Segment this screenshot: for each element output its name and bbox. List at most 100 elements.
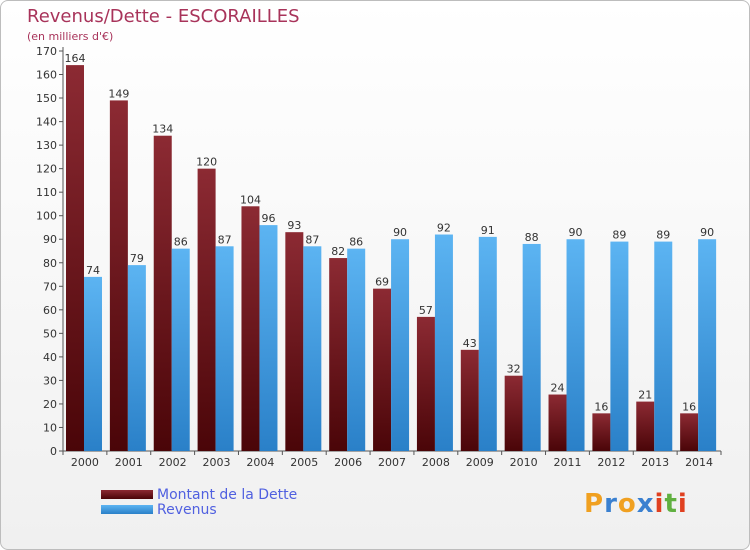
bar-debt [504,375,523,451]
data-label-revenue: 74 [86,264,100,277]
x-tick-label: 2003 [203,456,231,469]
data-label-debt: 57 [419,304,433,317]
y-tick-label: 20 [43,398,57,411]
data-label-debt: 104 [240,193,261,206]
legend-label-debt: Montant de la Dette [157,487,298,503]
logo-letter: P [584,489,605,519]
y-tick-label: 70 [43,280,57,293]
x-tick-label: 2004 [246,456,274,469]
bar-debt [241,206,260,451]
data-label-revenue: 87 [218,233,232,246]
data-label-revenue: 92 [437,222,451,235]
legend-swatch-revenue [101,505,153,514]
bar-revenue [478,236,497,451]
y-tick-label: 10 [43,421,57,434]
legend-label-revenue: Revenus [157,502,217,518]
y-tick-label: 40 [43,351,57,364]
data-label-revenue: 96 [261,212,275,225]
x-tick-label: 2001 [115,456,143,469]
logo-letter: t [664,489,678,519]
bar-revenue [522,243,541,451]
x-tick-label: 2010 [510,456,538,469]
data-label-revenue: 79 [130,252,144,265]
y-tick-label: 90 [43,233,57,246]
logo-letter: i [677,489,688,519]
bar-revenue [127,265,146,451]
bar-revenue [171,248,190,451]
y-tick-label: 100 [36,210,57,223]
data-label-debt: 21 [638,389,652,402]
bar-debt [285,232,304,451]
x-tick-label: 2007 [378,456,406,469]
y-tick-label: 130 [36,139,57,152]
bar-revenue [347,248,366,451]
chart-bars [66,65,717,452]
data-label-revenue: 86 [174,236,188,249]
data-label-debt: 43 [463,337,477,350]
bar-debt [680,413,699,451]
data-label-debt: 120 [196,156,217,169]
bar-debt [373,288,392,451]
y-tick-label: 80 [43,257,57,270]
bar-revenue [259,225,278,451]
x-tick-label: 2009 [466,456,494,469]
y-tick-label: 160 [36,69,57,82]
x-tick-label: 2008 [422,456,450,469]
x-tick-label: 2014 [685,456,713,469]
y-tick-label: 150 [36,92,57,105]
bar-debt [153,135,172,452]
data-label-revenue: 90 [700,226,714,239]
data-label-debt: 164 [65,52,86,65]
bar-revenue [303,246,322,451]
data-label-debt: 32 [507,363,521,376]
legend-swatch-debt [101,490,153,499]
data-label-revenue: 91 [481,224,495,237]
bar-debt [416,316,435,451]
bar-revenue [566,239,585,451]
bar-revenue [698,239,717,451]
bar-debt [548,394,567,451]
x-tick-label: 2012 [597,456,625,469]
proxiti-logo: Proxiti [584,489,688,519]
logo-letter: i [654,489,665,519]
data-label-debt: 134 [152,123,173,136]
data-label-debt: 149 [108,87,129,100]
x-tick-label: 2006 [334,456,362,469]
data-label-revenue: 90 [569,226,583,239]
bar-debt [109,100,128,451]
bar-debt [592,413,611,451]
x-tick-label: 2013 [641,456,669,469]
bar-revenue [610,241,629,451]
logo-letter: x [636,489,655,519]
data-label-debt: 93 [287,219,301,232]
data-label-revenue: 88 [525,231,539,244]
x-tick-label: 2011 [553,456,581,469]
data-label-debt: 24 [551,382,565,395]
data-label-revenue: 87 [305,233,319,246]
bar-revenue [391,239,410,451]
logo-letter: o [617,489,637,519]
data-label-revenue: 89 [656,229,670,242]
y-tick-label: 140 [36,116,57,129]
y-tick-label: 0 [50,445,57,458]
y-tick-label: 170 [36,45,57,58]
data-label-revenue: 90 [393,226,407,239]
logo-letter: r [604,489,618,519]
data-label-revenue: 86 [349,236,363,249]
data-label-debt: 69 [375,276,389,289]
x-tick-label: 2000 [71,456,99,469]
chart-title: Revenus/Dette - ESCORAILLES [27,6,300,27]
bar-debt [460,349,479,451]
bar-debt [636,401,655,451]
x-tick-label: 2002 [159,456,187,469]
bar-debt [197,168,216,451]
y-tick-label: 30 [43,374,57,387]
data-label-debt: 16 [594,400,608,413]
bar-debt [329,258,348,451]
data-label-revenue: 89 [612,229,626,242]
bar-revenue [215,246,234,451]
bar-debt [66,65,84,451]
